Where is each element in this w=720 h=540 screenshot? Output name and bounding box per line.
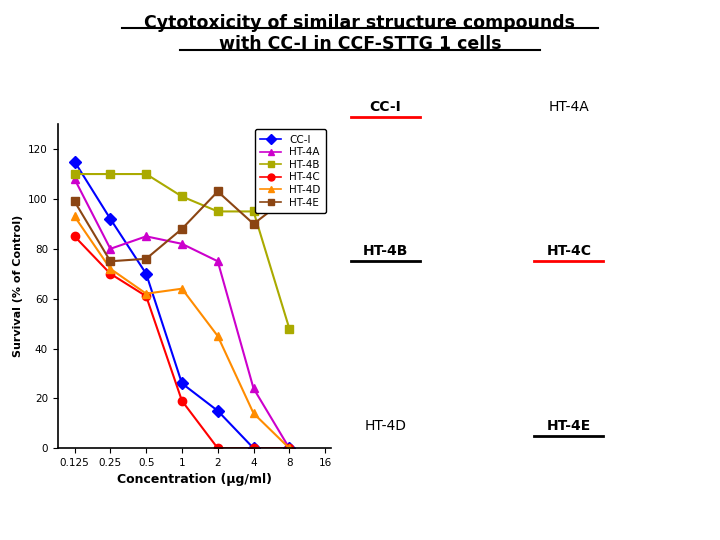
Text: HT-4E: HT-4E (546, 418, 591, 433)
CC-I (178, 380, 186, 387)
HT-4B (106, 171, 114, 177)
HT-4D (71, 213, 79, 220)
HT-4E (142, 255, 150, 262)
HT-4C (142, 293, 150, 299)
Text: HT-4C: HT-4C (546, 244, 591, 258)
HT-4B (71, 171, 79, 177)
HT-4B (142, 171, 150, 177)
Text: HT-4A: HT-4A (549, 100, 589, 114)
HT-4B (178, 193, 186, 200)
CC-I (71, 158, 79, 165)
HT-4C (285, 445, 294, 451)
CC-I (285, 445, 294, 451)
Text: HT-4D: HT-4D (364, 418, 406, 433)
HT-4B (285, 325, 294, 332)
Y-axis label: Survival (% of Control): Survival (% of Control) (12, 215, 22, 357)
HT-4D (213, 333, 222, 339)
Line: HT-4D: HT-4D (71, 212, 294, 453)
CC-I (213, 408, 222, 414)
Line: HT-4E: HT-4E (71, 187, 294, 266)
HT-4A (213, 258, 222, 265)
HT-4A (106, 246, 114, 252)
HT-4A (142, 233, 150, 240)
HT-4A (285, 445, 294, 451)
Line: HT-4A: HT-4A (71, 175, 294, 453)
HT-4E (285, 193, 294, 200)
Line: HT-4B: HT-4B (71, 170, 294, 333)
Text: with CC-I in CCF-STTG 1 cells: with CC-I in CCF-STTG 1 cells (219, 35, 501, 53)
Line: CC-I: CC-I (71, 158, 294, 453)
HT-4C (249, 445, 258, 451)
HT-4D (142, 291, 150, 297)
HT-4C (71, 233, 79, 240)
CC-I (142, 271, 150, 277)
HT-4C (178, 397, 186, 404)
X-axis label: Concentration (μg/ml): Concentration (μg/ml) (117, 474, 272, 487)
Text: HT-4B: HT-4B (362, 244, 408, 258)
HT-4D (285, 445, 294, 451)
HT-4A (178, 241, 186, 247)
HT-4B (213, 208, 222, 215)
Legend: CC-I, HT-4A, HT-4B, HT-4C, HT-4D, HT-4E: CC-I, HT-4A, HT-4B, HT-4C, HT-4D, HT-4E (255, 130, 326, 213)
HT-4D (106, 266, 114, 272)
HT-4E (178, 226, 186, 232)
Line: HT-4C: HT-4C (71, 232, 294, 453)
CC-I (106, 215, 114, 222)
HT-4C (106, 271, 114, 277)
HT-4E (106, 258, 114, 265)
HT-4E (213, 188, 222, 195)
HT-4C (213, 445, 222, 451)
HT-4E (71, 198, 79, 205)
CC-I (249, 445, 258, 451)
HT-4B (249, 208, 258, 215)
HT-4D (178, 286, 186, 292)
HT-4E (249, 221, 258, 227)
HT-4A (249, 385, 258, 392)
HT-4D (249, 410, 258, 416)
HT-4A (71, 176, 79, 183)
Text: CC-I: CC-I (369, 100, 401, 114)
Text: Cytotoxicity of similar structure compounds: Cytotoxicity of similar structure compou… (145, 14, 575, 31)
